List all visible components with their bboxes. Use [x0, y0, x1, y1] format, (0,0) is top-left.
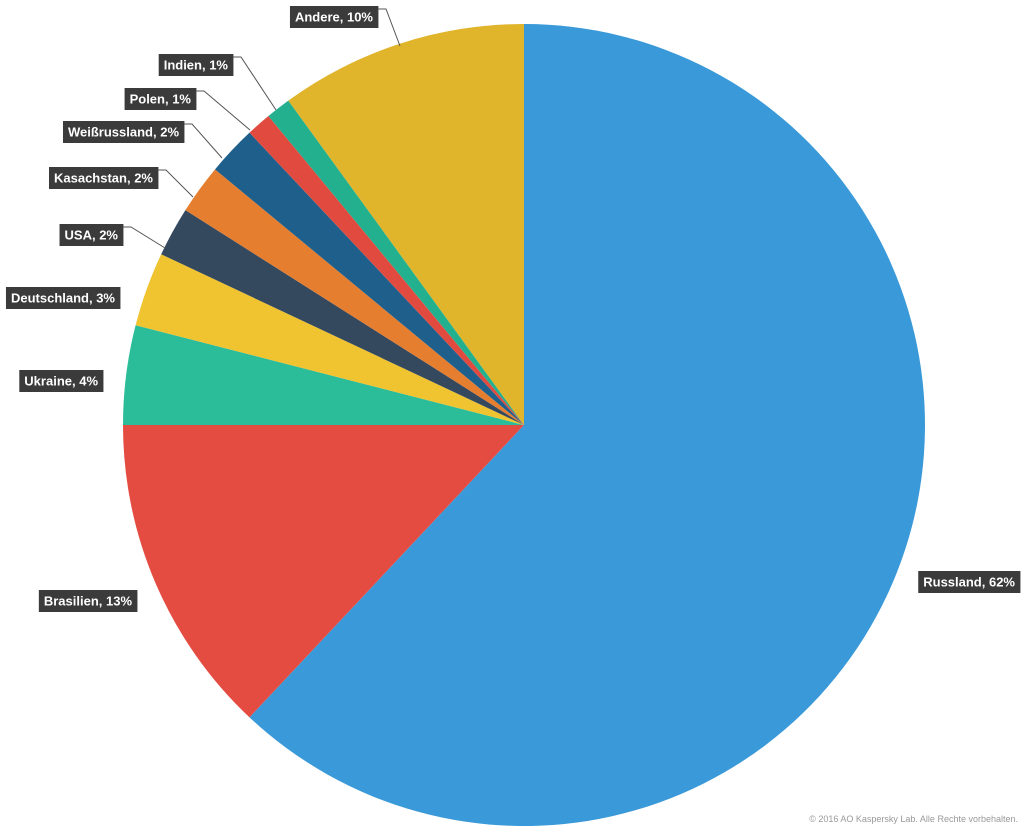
- label-box: [158, 54, 234, 76]
- pie-slice: [249, 24, 926, 826]
- slice-label: Polen, 1%: [124, 88, 197, 110]
- label-box: [124, 88, 197, 110]
- slice-label: Kasachstan, 2%: [49, 167, 159, 189]
- slice-label: Ukraine, 4%: [19, 370, 104, 392]
- pie-slice: [123, 425, 524, 718]
- label-text: USA, 2%: [65, 227, 119, 242]
- label-box: [62, 121, 185, 143]
- slice-label: USA, 2%: [59, 224, 124, 246]
- label-box: [289, 6, 379, 28]
- copyright-note: © 2016 AO Kaspersky Lab. Alle Rechte vor…: [809, 814, 1018, 824]
- leader-line: [233, 56, 277, 111]
- label-box: [38, 590, 138, 612]
- label-text: Ukraine, 4%: [24, 373, 98, 388]
- slice-label: Indien, 1%: [158, 54, 234, 76]
- label-box: [5, 287, 121, 309]
- slice-label: Brasilien, 13%: [38, 590, 138, 612]
- leader-line: [158, 169, 194, 198]
- pie-slice: [268, 100, 524, 426]
- label-box: [19, 370, 104, 392]
- slice-label: Weißrussland, 2%: [62, 121, 185, 143]
- leader-line: [123, 226, 166, 249]
- label-text: Kasachstan, 2%: [54, 170, 153, 185]
- slice-label: Russland, 62%: [918, 571, 1021, 593]
- label-text: Andere, 10%: [295, 9, 373, 24]
- pie-slice: [135, 254, 525, 425]
- label-text: Brasilien, 13%: [44, 593, 133, 608]
- label-box: [59, 224, 124, 246]
- slice-label: Deutschland, 3%: [5, 287, 121, 309]
- pie-slice: [123, 325, 524, 425]
- label-text: Indien, 1%: [164, 57, 229, 72]
- label-text: Polen, 1%: [130, 91, 192, 106]
- pie-slice: [249, 116, 524, 425]
- label-text: Deutschland, 3%: [11, 290, 115, 305]
- leader-line: [184, 123, 223, 159]
- pie-slice: [161, 210, 524, 425]
- label-text: Russland, 62%: [923, 574, 1015, 589]
- pie-slice: [185, 169, 524, 425]
- label-box: [49, 167, 159, 189]
- leader-line: [378, 8, 401, 47]
- label-box: [918, 571, 1021, 593]
- label-text: Weißrussland, 2%: [68, 124, 179, 139]
- pie-slice: [288, 24, 524, 425]
- leader-line: [196, 90, 251, 131]
- slice-label: Andere, 10%: [289, 6, 379, 28]
- pie-slice: [215, 132, 525, 425]
